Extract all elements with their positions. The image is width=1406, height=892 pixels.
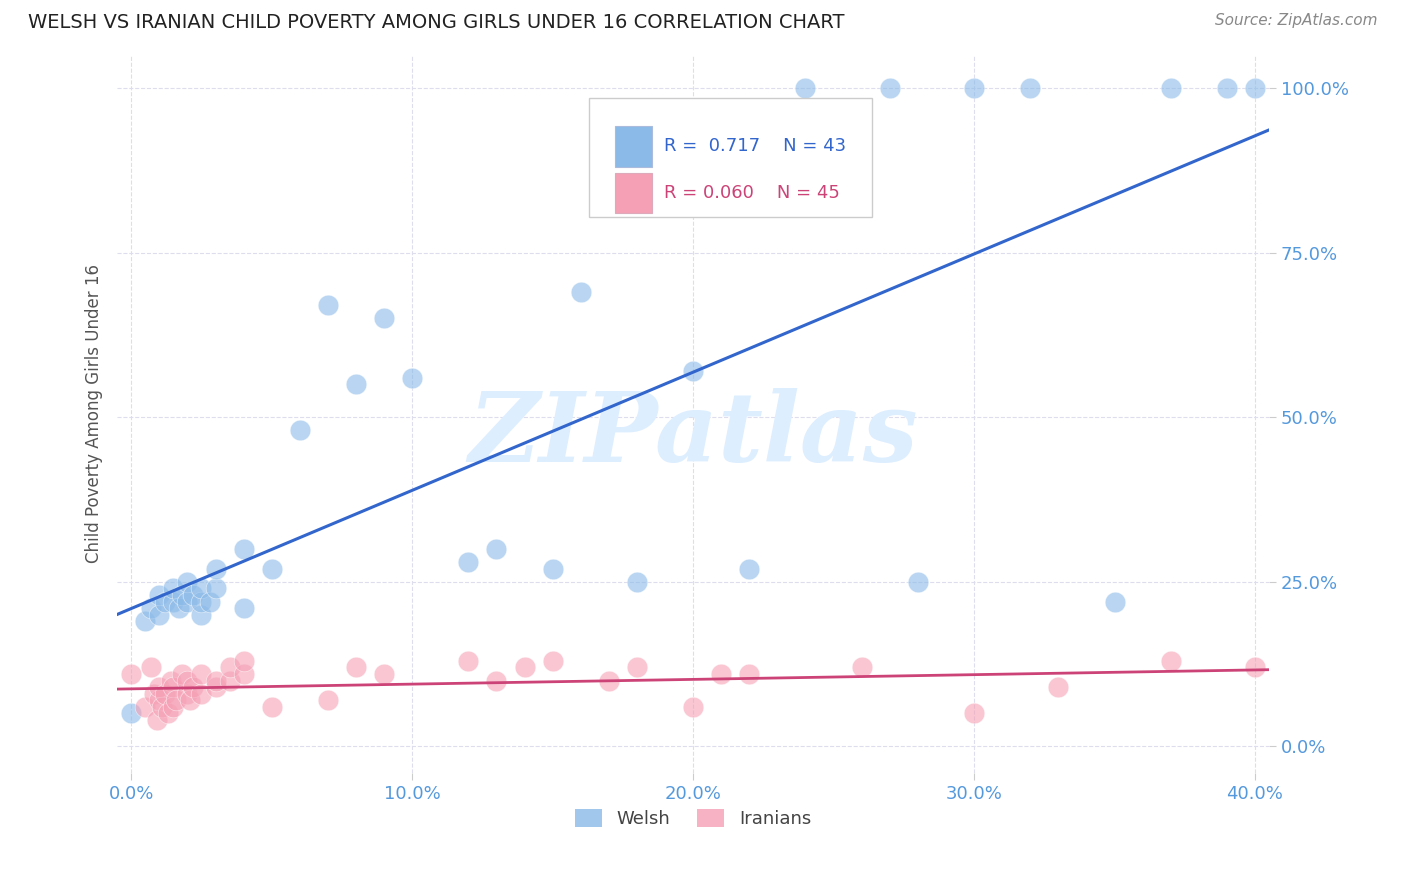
Y-axis label: Child Poverty Among Girls Under 16: Child Poverty Among Girls Under 16	[86, 264, 103, 564]
Point	[181, 680, 204, 694]
Point	[190, 594, 212, 608]
Point	[260, 699, 283, 714]
Point	[148, 680, 170, 694]
Point	[153, 687, 176, 701]
Point	[738, 562, 761, 576]
Point	[682, 699, 704, 714]
Point	[457, 555, 479, 569]
Point	[626, 574, 648, 589]
Point	[120, 706, 142, 721]
Point	[1216, 81, 1239, 95]
Point	[162, 594, 184, 608]
Point	[232, 667, 254, 681]
Point	[156, 706, 179, 721]
Point	[176, 673, 198, 688]
Text: WELSH VS IRANIAN CHILD POVERTY AMONG GIRLS UNDER 16 CORRELATION CHART: WELSH VS IRANIAN CHILD POVERTY AMONG GIR…	[28, 13, 845, 32]
FancyBboxPatch shape	[614, 172, 651, 213]
Point	[1019, 81, 1042, 95]
Text: R = 0.060    N = 45: R = 0.060 N = 45	[664, 184, 841, 202]
Point	[373, 667, 395, 681]
Point	[626, 660, 648, 674]
Point	[190, 607, 212, 622]
Point	[907, 574, 929, 589]
Point	[218, 660, 240, 674]
Point	[134, 699, 156, 714]
Point	[139, 601, 162, 615]
Point	[204, 680, 226, 694]
Point	[162, 582, 184, 596]
Point	[963, 706, 986, 721]
Point	[232, 541, 254, 556]
Point	[204, 673, 226, 688]
Point	[204, 562, 226, 576]
Point	[541, 562, 564, 576]
Point	[218, 673, 240, 688]
Point	[316, 298, 339, 312]
Point	[198, 594, 221, 608]
Point	[541, 654, 564, 668]
Point	[1047, 680, 1070, 694]
Point	[288, 424, 311, 438]
Point	[162, 680, 184, 694]
Point	[1244, 660, 1267, 674]
Point	[139, 660, 162, 674]
Text: ZIPatlas: ZIPatlas	[468, 389, 918, 483]
Point	[1244, 81, 1267, 95]
Point	[457, 654, 479, 668]
Point	[176, 594, 198, 608]
Point	[153, 594, 176, 608]
Point	[176, 687, 198, 701]
Point	[316, 693, 339, 707]
Point	[148, 607, 170, 622]
Point	[142, 687, 165, 701]
Point	[148, 693, 170, 707]
Point	[232, 601, 254, 615]
Point	[738, 667, 761, 681]
Point	[165, 693, 187, 707]
Point	[190, 687, 212, 701]
Point	[176, 574, 198, 589]
Point	[134, 615, 156, 629]
Point	[162, 699, 184, 714]
Point	[1160, 81, 1182, 95]
Point	[167, 601, 190, 615]
Point	[159, 673, 181, 688]
Point	[569, 285, 592, 300]
Point	[204, 582, 226, 596]
Point	[1160, 654, 1182, 668]
Point	[170, 588, 193, 602]
Point	[150, 699, 173, 714]
Point	[1104, 594, 1126, 608]
Point	[190, 582, 212, 596]
Point	[179, 693, 201, 707]
Point	[190, 667, 212, 681]
Point	[963, 81, 986, 95]
FancyBboxPatch shape	[589, 98, 872, 217]
Point	[794, 81, 817, 95]
Point	[344, 377, 367, 392]
Point	[682, 364, 704, 378]
Point	[485, 541, 508, 556]
Text: R =  0.717    N = 43: R = 0.717 N = 43	[664, 137, 846, 155]
Point	[879, 81, 901, 95]
Point	[485, 673, 508, 688]
Legend: Welsh, Iranians: Welsh, Iranians	[568, 802, 818, 836]
Point	[232, 654, 254, 668]
Point	[120, 667, 142, 681]
Point	[170, 667, 193, 681]
Point	[181, 588, 204, 602]
Point	[851, 660, 873, 674]
Point	[148, 588, 170, 602]
Point	[145, 713, 167, 727]
Point	[598, 673, 620, 688]
Point	[260, 562, 283, 576]
Point	[344, 660, 367, 674]
Text: Source: ZipAtlas.com: Source: ZipAtlas.com	[1215, 13, 1378, 29]
FancyBboxPatch shape	[614, 126, 651, 167]
Point	[513, 660, 536, 674]
Point	[710, 667, 733, 681]
Point	[373, 311, 395, 326]
Point	[401, 370, 423, 384]
